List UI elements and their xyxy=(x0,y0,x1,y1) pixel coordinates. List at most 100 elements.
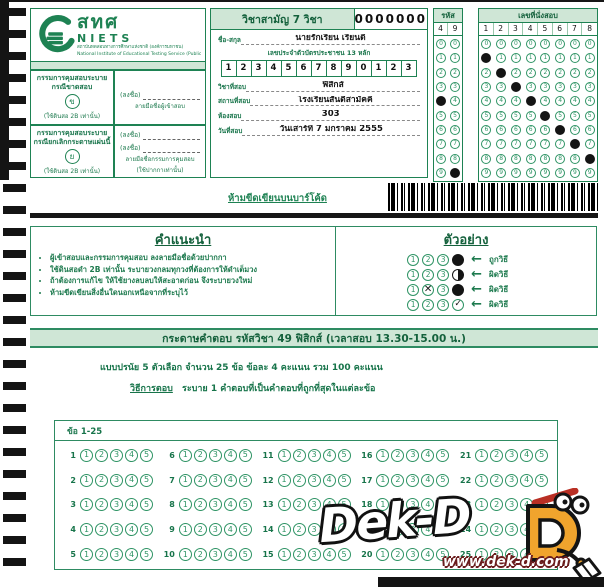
answer-bubble[interactable]: 3 xyxy=(208,548,222,562)
digit-bubble[interactable]: 9 xyxy=(450,167,460,178)
digit-bubble[interactable]: 7 xyxy=(450,139,460,150)
answer-bubble[interactable]: 3 xyxy=(505,473,519,487)
digit-bubble[interactable]: 2 xyxy=(481,67,492,78)
digit-bubble[interactable]: 2 xyxy=(510,67,521,78)
digit-bubble[interactable]: 0 xyxy=(450,39,460,50)
digit-bubble[interactable]: 9 xyxy=(555,167,566,178)
answer-bubble[interactable]: 4 xyxy=(421,523,435,537)
answer-bubble[interactable]: 4 xyxy=(125,448,138,462)
answer-bubble[interactable]: 4 xyxy=(520,473,534,487)
digit-bubble[interactable]: 4 xyxy=(555,96,566,107)
answer-bubble[interactable]: 3 xyxy=(307,523,321,537)
answer-bubble[interactable]: 1 xyxy=(178,498,192,512)
answer-bubble[interactable]: 3 xyxy=(110,448,123,462)
answer-bubble[interactable]: 2 xyxy=(193,448,207,462)
answer-bubble[interactable]: 4 xyxy=(421,498,435,512)
answer-bubble[interactable]: 1 xyxy=(277,448,291,462)
answer-bubble[interactable]: 5 xyxy=(337,548,351,562)
digit-bubble[interactable]: 4 xyxy=(540,96,551,107)
answer-bubble[interactable]: 1 xyxy=(475,548,489,562)
digit-bubble[interactable]: 4 xyxy=(496,96,507,107)
digit-bubble[interactable]: 2 xyxy=(540,67,551,78)
answer-bubble[interactable]: 1 xyxy=(80,523,93,537)
digit-bubble[interactable]: 6 xyxy=(569,124,580,135)
digit-bubble[interactable]: 6 xyxy=(450,124,460,135)
digit-bubble[interactable]: 4 xyxy=(584,96,595,107)
digit-bubble[interactable]: 5 xyxy=(450,110,460,121)
digit-bubble[interactable]: 9 xyxy=(496,167,507,178)
answer-bubble[interactable]: 2 xyxy=(193,523,207,537)
answer-bubble[interactable]: 5 xyxy=(436,498,450,512)
digit-bubble[interactable]: 7 xyxy=(481,139,492,150)
answer-bubble[interactable]: 2 xyxy=(292,473,306,487)
digit-bubble[interactable]: 7 xyxy=(555,139,566,150)
answer-bubble[interactable]: 2 xyxy=(490,448,504,462)
digit-bubble[interactable]: 1 xyxy=(510,53,521,64)
digit-bubble[interactable]: 6 xyxy=(510,124,521,135)
digit-bubble[interactable]: 0 xyxy=(436,39,446,50)
digit-bubble[interactable]: 2 xyxy=(525,67,536,78)
digit-bubble[interactable]: 5 xyxy=(525,110,536,121)
answer-bubble[interactable]: 2 xyxy=(490,498,504,512)
answer-bubble[interactable]: 3 xyxy=(307,473,321,487)
answer-bubble[interactable]: 4 xyxy=(223,473,237,487)
digit-bubble[interactable]: 8 xyxy=(450,153,460,164)
answer-bubble[interactable]: 3 xyxy=(307,548,321,562)
digit-bubble[interactable]: 3 xyxy=(450,82,460,93)
answer-bubble[interactable]: 2 xyxy=(193,548,207,562)
answer-bubble[interactable]: 3 xyxy=(110,548,123,562)
digit-bubble[interactable]: 8 xyxy=(510,153,521,164)
digit-bubble[interactable]: 5 xyxy=(436,110,446,121)
answer-bubble[interactable]: 2 xyxy=(193,473,207,487)
digit-bubble[interactable]: 8 xyxy=(584,153,595,164)
answer-bubble[interactable]: 1 xyxy=(80,473,93,487)
digit-bubble[interactable]: 1 xyxy=(436,53,446,64)
answer-bubble[interactable]: 5 xyxy=(436,473,450,487)
answer-bubble[interactable]: 1 xyxy=(277,548,291,562)
answer-bubble[interactable]: 5 xyxy=(436,448,450,462)
answer-bubble[interactable]: 5 xyxy=(436,523,450,537)
digit-bubble[interactable]: 1 xyxy=(525,53,536,64)
digit-bubble[interactable]: 6 xyxy=(481,124,492,135)
answer-bubble[interactable]: 2 xyxy=(490,523,504,537)
answer-bubble[interactable]: 2 xyxy=(391,548,405,562)
digit-bubble[interactable]: 6 xyxy=(584,124,595,135)
digit-bubble[interactable]: 0 xyxy=(540,39,551,50)
digit-bubble[interactable]: 4 xyxy=(436,96,446,107)
answer-bubble[interactable]: 3 xyxy=(307,498,321,512)
answer-bubble[interactable]: 2 xyxy=(95,448,108,462)
answer-bubble[interactable]: 2 xyxy=(391,498,405,512)
answer-bubble[interactable]: 1 xyxy=(475,523,489,537)
answer-bubble[interactable]: 2 xyxy=(490,473,504,487)
answer-bubble[interactable]: 1 xyxy=(376,498,390,512)
answer-bubble[interactable]: 5 xyxy=(337,448,351,462)
digit-bubble[interactable]: 2 xyxy=(436,67,446,78)
answer-bubble[interactable]: 2 xyxy=(292,498,306,512)
answer-bubble[interactable]: 5 xyxy=(238,473,252,487)
answer-bubble[interactable]: 5 xyxy=(238,498,252,512)
answer-bubble[interactable]: 4 xyxy=(322,448,336,462)
digit-bubble[interactable]: 7 xyxy=(584,139,595,150)
answer-bubble[interactable]: 5 xyxy=(140,523,153,537)
digit-bubble[interactable]: 0 xyxy=(496,39,507,50)
digit-bubble[interactable]: 1 xyxy=(450,53,460,64)
digit-bubble[interactable]: 0 xyxy=(555,39,566,50)
answer-bubble[interactable]: 4 xyxy=(125,548,138,562)
digit-bubble[interactable]: 8 xyxy=(436,153,446,164)
answer-bubble[interactable]: 1 xyxy=(178,523,192,537)
digit-bubble[interactable]: 5 xyxy=(555,110,566,121)
answer-bubble[interactable]: 1 xyxy=(178,473,192,487)
answer-bubble[interactable]: 5 xyxy=(238,448,252,462)
digit-bubble[interactable]: 2 xyxy=(496,67,507,78)
answer-bubble[interactable]: 1 xyxy=(178,548,192,562)
answer-bubble[interactable]: 3 xyxy=(110,523,123,537)
answer-bubble[interactable]: 1 xyxy=(475,473,489,487)
answer-bubble[interactable]: 1 xyxy=(80,548,93,562)
answer-bubble[interactable]: 5 xyxy=(140,498,153,512)
digit-bubble[interactable]: 5 xyxy=(569,110,580,121)
answer-bubble[interactable]: 5 xyxy=(140,548,153,562)
answer-bubble[interactable]: 1 xyxy=(376,548,390,562)
digit-bubble[interactable]: 1 xyxy=(540,53,551,64)
digit-bubble[interactable]: 9 xyxy=(525,167,536,178)
answer-bubble[interactable]: 5 xyxy=(140,473,153,487)
